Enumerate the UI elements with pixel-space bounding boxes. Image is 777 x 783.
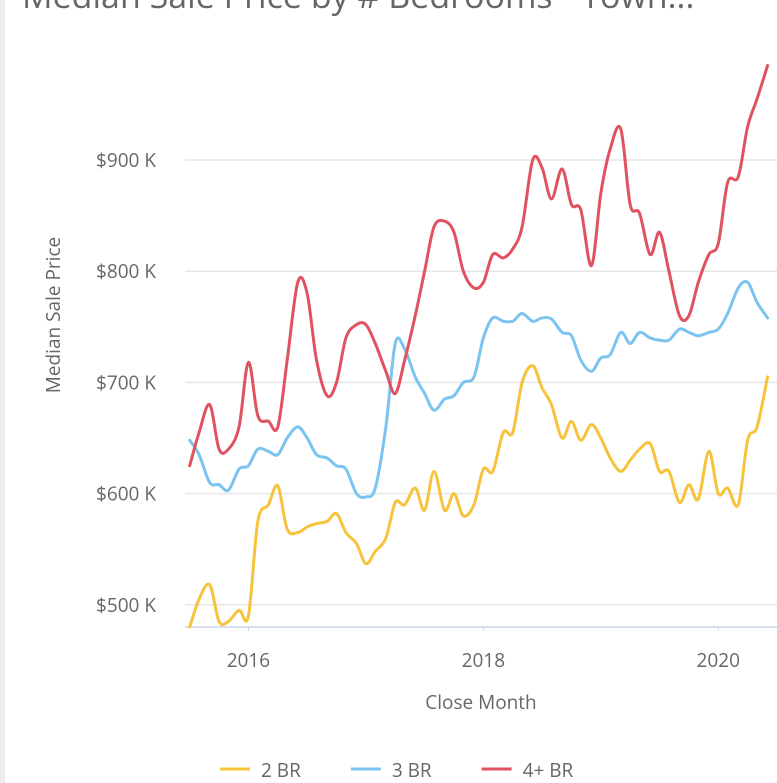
x-tick-label: 2016	[227, 647, 270, 673]
series-line	[188, 280, 770, 499]
chart-title: Median Sale Price by # Bedrooms - Town..…	[22, 0, 694, 18]
y-axis-title: Median Sale Price	[40, 237, 66, 393]
y-tick-label: $800 K	[96, 258, 156, 284]
x-tick-label: 2018	[462, 647, 505, 673]
legend-label: 2 BR	[261, 757, 301, 783]
y-tick-label: $500 K	[96, 592, 156, 618]
series-line	[188, 64, 770, 468]
y-tick-label: $900 K	[96, 147, 156, 173]
legend-label: 4+ BR	[523, 757, 574, 783]
y-tick-label: $600 K	[96, 481, 156, 507]
y-tick-label: $700 K	[96, 369, 156, 395]
x-axis-title: Close Month	[425, 689, 536, 715]
x-tick-label: 2020	[697, 647, 740, 673]
series-line	[188, 364, 770, 629]
legend-label: 3 BR	[392, 757, 432, 783]
left-border	[0, 0, 5, 783]
